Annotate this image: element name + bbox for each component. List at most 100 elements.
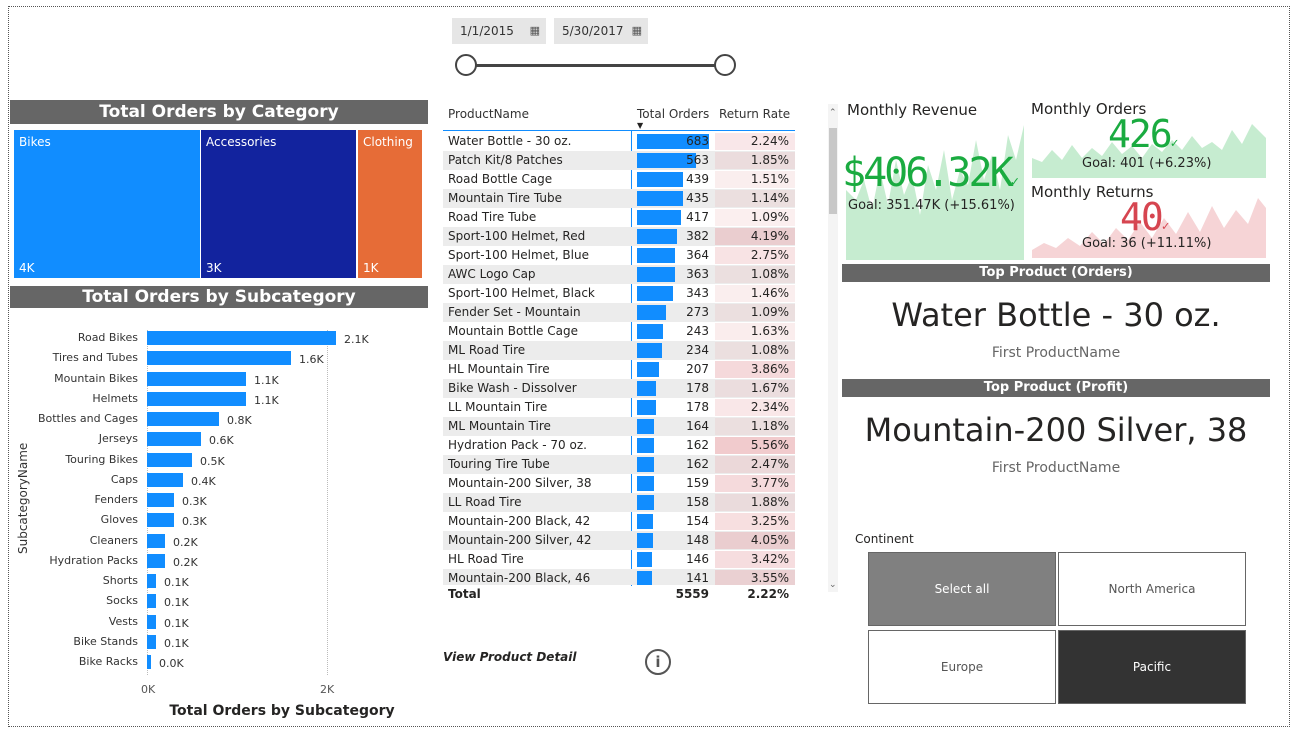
revenue-title: Monthly Revenue bbox=[847, 101, 978, 119]
continent-label: Continent bbox=[855, 532, 914, 546]
table-row[interactable]: Touring Tire Tube 162 2.47% bbox=[443, 455, 795, 474]
return-rate-background bbox=[715, 494, 795, 511]
total-orders: 382 bbox=[686, 229, 709, 243]
calendar-icon[interactable]: ▦ bbox=[631, 24, 642, 37]
table-row[interactable]: Road Tire Tube 417 1.09% bbox=[443, 208, 795, 227]
bar[interactable] bbox=[147, 553, 165, 568]
bar[interactable] bbox=[147, 391, 246, 406]
table-scrollbar[interactable]: ⌃ ⌄ bbox=[828, 104, 838, 592]
table-row[interactable]: Sport-100 Helmet, Black 343 1.46% bbox=[443, 284, 795, 303]
return-rate: 4.05% bbox=[750, 533, 789, 547]
date-range-start-handle[interactable] bbox=[455, 54, 477, 76]
col-header-return-rate[interactable]: Return Rate bbox=[719, 107, 791, 121]
product-name: AWC Logo Cap bbox=[448, 267, 536, 281]
info-icon[interactable]: i bbox=[645, 649, 671, 675]
total-orders: 364 bbox=[686, 248, 709, 262]
table-row[interactable]: LL Mountain Tire 178 2.34% bbox=[443, 398, 795, 417]
table-row[interactable]: ML Mountain Tire 164 1.18% bbox=[443, 417, 795, 436]
scroll-down-icon[interactable]: ⌄ bbox=[829, 580, 837, 590]
view-product-detail-button[interactable]: View Product Detail bbox=[443, 650, 577, 664]
y-tick-label: Mountain Bikes bbox=[54, 371, 138, 385]
table-row[interactable]: Fender Set - Mountain 273 1.09% bbox=[443, 303, 795, 322]
table-row[interactable]: Road Bottle Cage 439 1.51% bbox=[443, 170, 795, 189]
table-row[interactable]: Bike Wash - Dissolver 178 1.67% bbox=[443, 379, 795, 398]
date-range-end-handle[interactable] bbox=[714, 54, 736, 76]
continent-pacific[interactable]: Pacific bbox=[1058, 630, 1246, 704]
return-rate-background bbox=[715, 285, 795, 302]
orders-databar bbox=[637, 191, 683, 206]
col-header-productname[interactable]: ProductName bbox=[448, 107, 529, 121]
return-rate-background bbox=[715, 570, 795, 585]
table-row[interactable]: LL Road Tire 158 1.88% bbox=[443, 493, 795, 512]
col-header-total-orders[interactable]: Total Orders bbox=[637, 107, 710, 121]
sort-desc-icon: ▼ bbox=[637, 121, 644, 130]
table-row[interactable]: Mountain-200 Silver, 42 148 4.05% bbox=[443, 531, 795, 550]
end-date-input[interactable]: 5/30/2017 ▦ bbox=[554, 18, 648, 44]
total-orders: 164 bbox=[686, 419, 709, 433]
return-rate: 2.47% bbox=[750, 457, 789, 471]
table-row[interactable]: Mountain-200 Silver, 38 159 3.77% bbox=[443, 474, 795, 493]
bar[interactable] bbox=[147, 533, 165, 548]
continent-europe[interactable]: Europe bbox=[868, 630, 1056, 704]
return-rate-background bbox=[715, 304, 795, 321]
bar[interactable] bbox=[147, 493, 174, 507]
column-divider bbox=[631, 131, 632, 603]
bar[interactable] bbox=[147, 452, 192, 467]
bar[interactable] bbox=[147, 655, 151, 669]
bar[interactable] bbox=[147, 331, 336, 345]
table-row[interactable]: Sport-100 Helmet, Blue 364 2.75% bbox=[443, 246, 795, 265]
table-row[interactable]: HL Mountain Tire 207 3.86% bbox=[443, 360, 795, 379]
table-row[interactable]: Patch Kit/8 Patches 563 1.85% bbox=[443, 151, 795, 170]
bar-value-label: 0.1K bbox=[164, 576, 189, 589]
return-rate: 2.34% bbox=[750, 400, 789, 414]
check-icon: ✓ bbox=[1010, 174, 1020, 190]
returns-value: 40✓ bbox=[1120, 195, 1170, 239]
table-row[interactable]: AWC Logo Cap 363 1.08% bbox=[443, 265, 795, 284]
continent-north-america[interactable]: North America bbox=[1058, 552, 1246, 626]
treemap-tile-accessories[interactable]: Accessories 3K bbox=[201, 130, 356, 278]
scrollbar-thumb[interactable] bbox=[829, 128, 837, 214]
table-row[interactable]: Mountain Bottle Cage 243 1.63% bbox=[443, 322, 795, 341]
bar[interactable] bbox=[147, 351, 291, 366]
date-range-track[interactable] bbox=[466, 64, 726, 67]
table-row[interactable]: Sport-100 Helmet, Red 382 4.19% bbox=[443, 227, 795, 246]
total-orders: 154 bbox=[686, 514, 709, 528]
orders-sparkline bbox=[1032, 124, 1266, 178]
table-row[interactable]: Mountain-200 Black, 42 154 3.25% bbox=[443, 512, 795, 531]
continent-select-all[interactable]: Select all bbox=[868, 552, 1056, 626]
total-orders: 435 bbox=[686, 191, 709, 205]
return-rate-background bbox=[715, 437, 795, 454]
bar[interactable] bbox=[147, 574, 156, 588]
treemap-tile-bikes[interactable]: Bikes 4K bbox=[14, 130, 200, 278]
check-icon: ✓ bbox=[1170, 136, 1179, 151]
bar[interactable] bbox=[147, 594, 156, 609]
return-rate: 1.46% bbox=[750, 286, 789, 300]
bar[interactable] bbox=[147, 513, 174, 528]
table-row[interactable]: ML Road Tire 234 1.08% bbox=[443, 341, 795, 360]
y-tick-label: Gloves bbox=[100, 513, 138, 527]
return-rate: 1.51% bbox=[750, 172, 789, 186]
start-date-input[interactable]: 1/1/2015 ▦ bbox=[452, 18, 546, 44]
bar[interactable] bbox=[147, 614, 156, 629]
return-rate: 1.67% bbox=[750, 381, 789, 395]
bar[interactable] bbox=[147, 412, 219, 426]
table-row[interactable]: Mountain Tire Tube 435 1.14% bbox=[443, 189, 795, 208]
x-tick-2k: 2K bbox=[320, 683, 335, 696]
treemap-tile-clothing[interactable]: Clothing 1K bbox=[358, 130, 422, 278]
revenue-sparkline-area bbox=[846, 125, 1024, 260]
bar-value-label: 2.1K bbox=[344, 333, 369, 346]
table-row[interactable]: Hydration Pack - 70 oz. 162 5.56% bbox=[443, 436, 795, 455]
orders-databar bbox=[637, 134, 709, 149]
table-row[interactable]: Water Bottle - 30 oz. 683 2.24% bbox=[443, 132, 795, 151]
table-row[interactable]: HL Road Tire 146 3.42% bbox=[443, 550, 795, 569]
bar[interactable] bbox=[147, 371, 246, 386]
scroll-up-icon[interactable]: ⌃ bbox=[829, 108, 837, 118]
calendar-icon[interactable]: ▦ bbox=[529, 24, 540, 37]
total-orders: 207 bbox=[686, 362, 709, 376]
table-row[interactable]: Mountain-200 Black, 46 141 3.55% bbox=[443, 569, 795, 585]
bar[interactable] bbox=[147, 432, 201, 447]
bar[interactable] bbox=[147, 472, 183, 487]
return-rate: 1.08% bbox=[750, 343, 789, 357]
bar[interactable] bbox=[147, 634, 156, 649]
orders-title: Monthly Orders bbox=[1031, 100, 1147, 118]
